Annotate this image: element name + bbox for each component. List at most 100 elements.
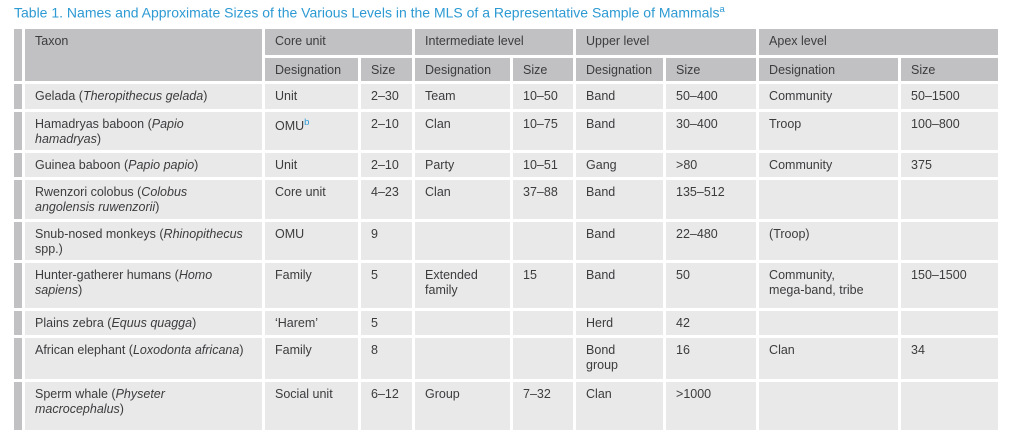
cell-core-designation: Core unit xyxy=(265,180,358,219)
table-row-guinea-baboon: Guinea baboon (Papio papio) Unit 2–10 Pa… xyxy=(14,153,999,177)
cell-taxon: Gelada (Theropithecus gelada) xyxy=(25,84,262,109)
cell-core-designation: Unit xyxy=(265,84,358,109)
gutter-cell xyxy=(14,84,22,109)
col-header-upper-size: Size xyxy=(666,58,757,81)
cell-upper-size: 30–400 xyxy=(666,112,757,150)
cell-intermediate-designation: Extended family xyxy=(415,263,511,308)
cell-taxon: Hunter-gatherer humans (Homo sapiens) xyxy=(25,263,262,308)
cell-apex-designation: (Troop) xyxy=(759,222,899,260)
cell-upper-designation: Band xyxy=(576,222,664,260)
col-header-intermediate-designation: Designation xyxy=(415,58,511,81)
gutter-cell xyxy=(14,382,22,430)
cell-apex-size xyxy=(901,311,999,335)
cell-taxon: African elephant (Loxodonta africana) xyxy=(25,338,262,379)
taxon-latin-name: Physeter macrocephalus xyxy=(35,387,165,416)
cell-apex-size: 375 xyxy=(901,153,999,177)
taxon-latin-name: Papio hamadryas xyxy=(35,117,184,146)
cell-intermediate-size xyxy=(513,338,574,379)
col-header-intermediate-size: Size xyxy=(513,58,574,81)
cell-core-designation: Social unit xyxy=(265,382,358,430)
cell-intermediate-designation: Group xyxy=(415,382,511,430)
cell-apex-size: 50–1500 xyxy=(901,84,999,109)
cell-intermediate-size xyxy=(513,222,574,260)
cell-core-designation: Family xyxy=(265,263,358,308)
gutter-cell xyxy=(14,263,22,308)
gutter-cell xyxy=(14,180,22,219)
cell-intermediate-size: 15 xyxy=(513,263,574,308)
group-header-upper-level: Upper level xyxy=(576,29,757,55)
cell-upper-size: 42 xyxy=(666,311,757,335)
gutter-cell xyxy=(14,338,22,379)
header-row-groups: Taxon Core unit Intermediate level Upper… xyxy=(14,29,999,81)
cell-intermediate-size: 37–88 xyxy=(513,180,574,219)
footnote-marker-a[interactable]: a xyxy=(719,4,725,15)
cell-taxon: Hamadryas baboon (Papio hamadryas) xyxy=(25,112,262,150)
cell-intermediate-size: 7–32 xyxy=(513,382,574,430)
cell-apex-designation: Clan xyxy=(759,338,899,379)
cell-core-size: 9 xyxy=(361,222,413,260)
taxon-common-name: Plains zebra ( xyxy=(35,316,112,330)
cell-upper-size: >80 xyxy=(666,153,757,177)
taxon-common-name: Gelada ( xyxy=(35,89,83,103)
cell-upper-designation: Gang xyxy=(576,153,664,177)
cell-apex-size xyxy=(901,382,999,430)
cell-taxon: Rwenzori colobus (Colobus angolensis ruwe… xyxy=(25,180,262,219)
cell-intermediate-designation: Party xyxy=(415,153,511,177)
cell-core-designation: Unit xyxy=(265,153,358,177)
cell-apex-designation: Troop xyxy=(759,112,899,150)
taxon-latin-name: Homo sapiens xyxy=(35,268,213,297)
cell-core-size: 5 xyxy=(361,263,413,308)
taxon-common-name: African elephant ( xyxy=(35,343,133,357)
footnote-marker-b[interactable]: b xyxy=(304,117,310,128)
cell-core-size: 2–30 xyxy=(361,84,413,109)
cell-upper-designation: Herd xyxy=(576,311,664,335)
taxon-latin-name: Theropithecus gelada xyxy=(82,89,204,103)
cell-intermediate-designation: Clan xyxy=(415,180,511,219)
cell-upper-size: 50–400 xyxy=(666,84,757,109)
cell-upper-designation: Band xyxy=(576,84,664,109)
cell-upper-size: 16 xyxy=(666,338,757,379)
taxon-common-name: Hunter-gatherer humans ( xyxy=(35,268,179,282)
cell-upper-size: 22–480 xyxy=(666,222,757,260)
cell-core-size: 6–12 xyxy=(361,382,413,430)
taxon-latin-name: Rhinopithecus xyxy=(163,227,243,241)
cell-apex-designation xyxy=(759,180,899,219)
cell-core-size: 2–10 xyxy=(361,112,413,150)
cell-intermediate-designation: Clan xyxy=(415,112,511,150)
cell-upper-designation: Band xyxy=(576,180,664,219)
cell-taxon: Snub-nosed monkeys (Rhinopithecus spp.) xyxy=(25,222,262,260)
cell-apex-size xyxy=(901,180,999,219)
cell-apex-size: 34 xyxy=(901,338,999,379)
table-row-hamadryas-baboon: Hamadryas baboon (Papio hamadryas) OMUb 2… xyxy=(14,112,999,150)
header-row-sub: Designation Size Designation Size Design… xyxy=(14,58,999,81)
table-row-snub-nosed-monkeys: Snub-nosed monkeys (Rhinopithecus spp.) O… xyxy=(14,222,999,260)
cell-apex-designation: Community xyxy=(759,153,899,177)
gutter-cell xyxy=(14,112,22,150)
cell-intermediate-size: 10–51 xyxy=(513,153,574,177)
taxon-common-name: Rwenzori colobus ( xyxy=(35,185,142,199)
table-row-rwenzori-colobus: Rwenzori colobus (Colobus angolensis ruwe… xyxy=(14,180,999,219)
cell-core-designation: Family xyxy=(265,338,358,379)
gutter-cell xyxy=(14,311,22,335)
taxon-common-name: Guinea baboon ( xyxy=(35,158,129,172)
cell-upper-size: >1000 xyxy=(666,382,757,430)
cell-apex-designation: Community, mega-band, tribe xyxy=(759,263,899,308)
taxon-common-name: Snub-nosed monkeys ( xyxy=(35,227,164,241)
gutter-cell xyxy=(14,222,22,260)
cell-upper-designation: Band xyxy=(576,112,664,150)
cell-upper-size: 50 xyxy=(666,263,757,308)
cell-taxon: Guinea baboon (Papio papio) xyxy=(25,153,262,177)
taxon-latin-name: Colobus angolensis ruwenzorii xyxy=(35,185,188,214)
cell-core-designation: OMU xyxy=(265,222,358,260)
cell-intermediate-designation xyxy=(415,311,511,335)
cell-core-designation: OMUb xyxy=(265,112,358,150)
table-row-hunter-gatherer-humans: Hunter-gatherer humans (Homo sapiens) Fam… xyxy=(14,263,999,308)
cell-upper-designation: Band xyxy=(576,263,664,308)
col-header-upper-designation: Designation xyxy=(576,58,664,81)
gutter-cell xyxy=(14,153,22,177)
cell-upper-size: 135–512 xyxy=(666,180,757,219)
table-row-african-elephant: African elephant (Loxodonta africana) Fa… xyxy=(14,338,999,379)
table-title: Table 1. Names and Approximate Sizes of … xyxy=(14,4,725,21)
cell-core-size: 5 xyxy=(361,311,413,335)
col-header-core-size: Size xyxy=(361,58,413,81)
